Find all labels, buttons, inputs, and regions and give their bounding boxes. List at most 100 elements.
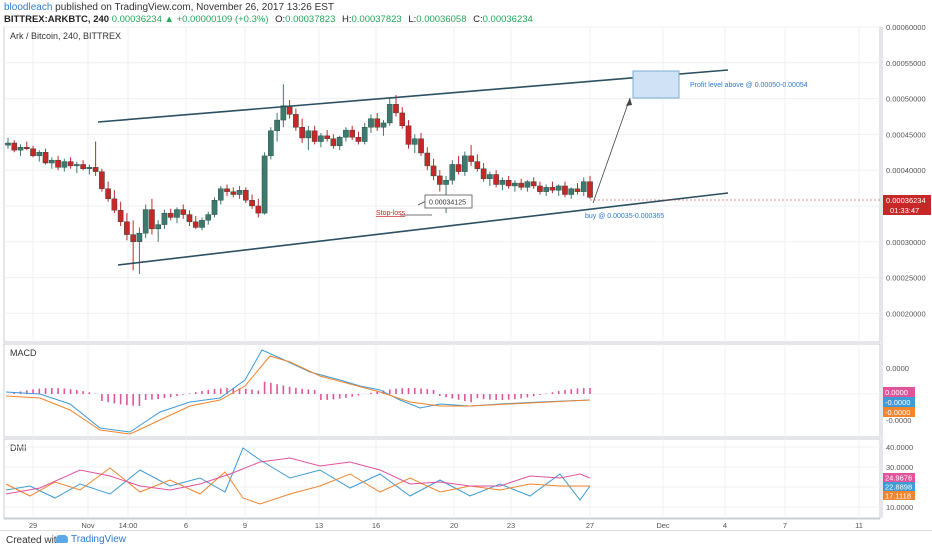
candle-body: [374, 118, 381, 128]
macd-tick-label: -0.0000: [886, 416, 911, 425]
dmi-value-text: 17.1118: [885, 492, 911, 501]
projection-arrow[interactable]: [592, 97, 631, 204]
candle-body: [249, 200, 255, 207]
candle-body: [512, 182, 518, 187]
high-label: H:: [342, 14, 352, 25]
candle-body: [349, 129, 355, 138]
author-link[interactable]: bloodleach: [4, 2, 53, 13]
arrow-head-icon: [626, 98, 632, 106]
price-tag: [883, 195, 931, 205]
time-tick-label: 13: [315, 521, 323, 530]
callout-box[interactable]: [424, 194, 473, 209]
candle-body: [61, 161, 68, 168]
candle-body: [424, 152, 431, 167]
candle-body: [443, 180, 449, 185]
candle-body: [411, 138, 418, 145]
macd-value-text: -0.0000: [885, 398, 910, 407]
candle-body: [86, 167, 93, 169]
time-tick-label: 27: [586, 521, 594, 530]
price-change: ▲ +0.00000109 (+0.3%): [164, 14, 269, 25]
candle-body: [211, 200, 218, 215]
time-tick-label: 20: [450, 521, 458, 530]
candle-body: [243, 190, 249, 201]
low-value: 0.00036058: [416, 14, 467, 25]
candle-body: [130, 234, 136, 242]
candle-body: [293, 114, 299, 128]
candle-body: [105, 188, 111, 200]
candle-body: [92, 167, 99, 172]
low-label: L:: [408, 14, 417, 25]
candle-body: [149, 209, 155, 230]
stoploss-label: Stop-loss: [376, 210, 406, 217]
time-tick-label: 6: [184, 521, 188, 530]
macd-value-tag: [883, 387, 915, 397]
dmi-tick-label: 40.0000: [886, 443, 913, 452]
candle-body: [261, 155, 268, 214]
candle-body: [174, 209, 180, 218]
candle-body: [111, 198, 118, 211]
time-tick-label: 16: [372, 521, 380, 530]
price-tick-label: 0.00040000: [886, 166, 926, 175]
adx-line: [5, 457, 591, 495]
candle-body: [393, 104, 399, 114]
price-tick-label: 0.00045000: [886, 130, 926, 139]
publish-line: bloodleach published on TradingView.com,…: [4, 2, 334, 13]
profit-label: Profit level above @ 0.00050-0.00054: [690, 82, 808, 89]
candle-body: [230, 191, 237, 195]
candle-body: [180, 209, 187, 215]
macd-value-text: -0.0000: [885, 408, 910, 417]
macd-value-text: 0.0000: [885, 388, 908, 397]
channel-upper-line[interactable]: [97, 69, 729, 123]
dmi-title: DMI: [10, 443, 27, 453]
candle-body: [23, 147, 30, 149]
candle-body: [449, 164, 456, 181]
candle-body: [11, 142, 18, 151]
channel-lower-line[interactable]: [117, 192, 729, 266]
candle-body: [274, 119, 280, 132]
symbol-line: BITTREX:ARKBTC, 240 0.00036234 ▲ +0.0000…: [4, 14, 533, 25]
tradingview-logo[interactable]: TradingView: [56, 534, 126, 545]
close-value: 0.00036234: [482, 14, 533, 25]
candle-body: [555, 185, 562, 191]
candle-body: [311, 130, 318, 142]
tradingview-brand: TradingView: [71, 534, 127, 545]
candle-body: [99, 171, 105, 189]
dmi-value-tag: [883, 491, 915, 500]
created-with-label: Created with: [6, 535, 63, 546]
candle-body: [49, 159, 55, 164]
candle-body: [380, 122, 387, 128]
price-tick-label: 0.00060000: [886, 23, 926, 32]
callout-value: 0.00034125: [429, 200, 466, 207]
price-tick-label: 0.00025000: [886, 274, 926, 283]
candle-body: [17, 147, 24, 151]
candle-body: [361, 127, 368, 142]
candle-body: [474, 161, 481, 169]
candle-body: [386, 104, 393, 124]
high-value: 0.00037823: [351, 14, 402, 25]
candle-body: [568, 188, 575, 195]
price-tick-label: 0.00030000: [886, 238, 926, 247]
dmi-minus-line: [5, 467, 590, 505]
candle-body: [368, 118, 374, 128]
candle-body: [330, 138, 337, 147]
open-value: 0.00037823: [285, 14, 336, 25]
candle-body: [305, 130, 312, 139]
macd-pane: [3, 343, 881, 438]
open-label: O:: [275, 14, 286, 25]
time-tick-label: Nov: [81, 521, 95, 530]
price-tick-label: 0.00055000: [886, 59, 926, 68]
candle-body: [437, 175, 443, 185]
candle-body: [343, 129, 349, 138]
candle-body: [455, 164, 462, 172]
candle-body: [336, 137, 343, 147]
macd-value-tag: [883, 407, 915, 417]
candle-body: [217, 188, 224, 201]
candle-body: [543, 187, 549, 192]
dmi-tick-label: 30.0000: [886, 463, 913, 472]
profit-target-box[interactable]: [632, 70, 680, 99]
candle-body: [155, 224, 161, 230]
candle-body: [30, 148, 36, 157]
macd-signal-line: [5, 355, 591, 435]
candle-body: [549, 187, 556, 191]
